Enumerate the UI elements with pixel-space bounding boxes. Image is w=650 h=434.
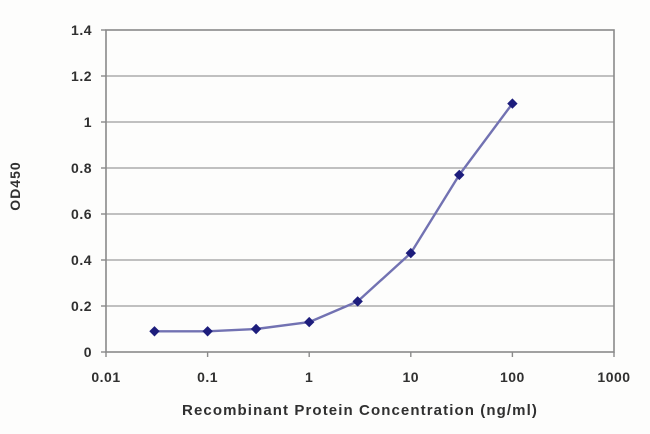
y-tick-label: 0.2 (71, 298, 92, 314)
y-tick-label: 0.4 (71, 252, 92, 268)
data-point-marker (149, 326, 160, 337)
y-axis-title: OD450 (7, 161, 23, 211)
y-tick-label: 0.8 (71, 160, 92, 176)
x-tick-label: 100 (499, 369, 525, 385)
data-point-marker (352, 296, 363, 307)
x-tick-label: 1 (305, 369, 314, 385)
y-tick-label: 1.4 (71, 22, 92, 38)
data-point-marker (405, 247, 416, 259)
y-tick-label: 0 (83, 344, 92, 360)
data-point-marker (507, 98, 518, 109)
y-tick-label: 0.6 (71, 206, 92, 222)
x-tick-label: 1000 (597, 369, 631, 385)
x-axis-title: Recombinant Protein Concentration (ng/ml… (182, 402, 538, 419)
x-tick-label: 0.01 (91, 369, 121, 385)
data-point-marker (250, 323, 262, 335)
x-tick-label: 10 (402, 369, 420, 385)
data-point-marker (454, 169, 465, 181)
y-tick-label: 1 (83, 114, 92, 130)
x-tick-label: 0.1 (197, 369, 219, 385)
plot-frame (105, 29, 615, 353)
series-line (153, 102, 514, 333)
data-point-marker (304, 316, 315, 328)
y-tick-label: 1.2 (71, 68, 92, 84)
data-point-marker (202, 326, 213, 337)
